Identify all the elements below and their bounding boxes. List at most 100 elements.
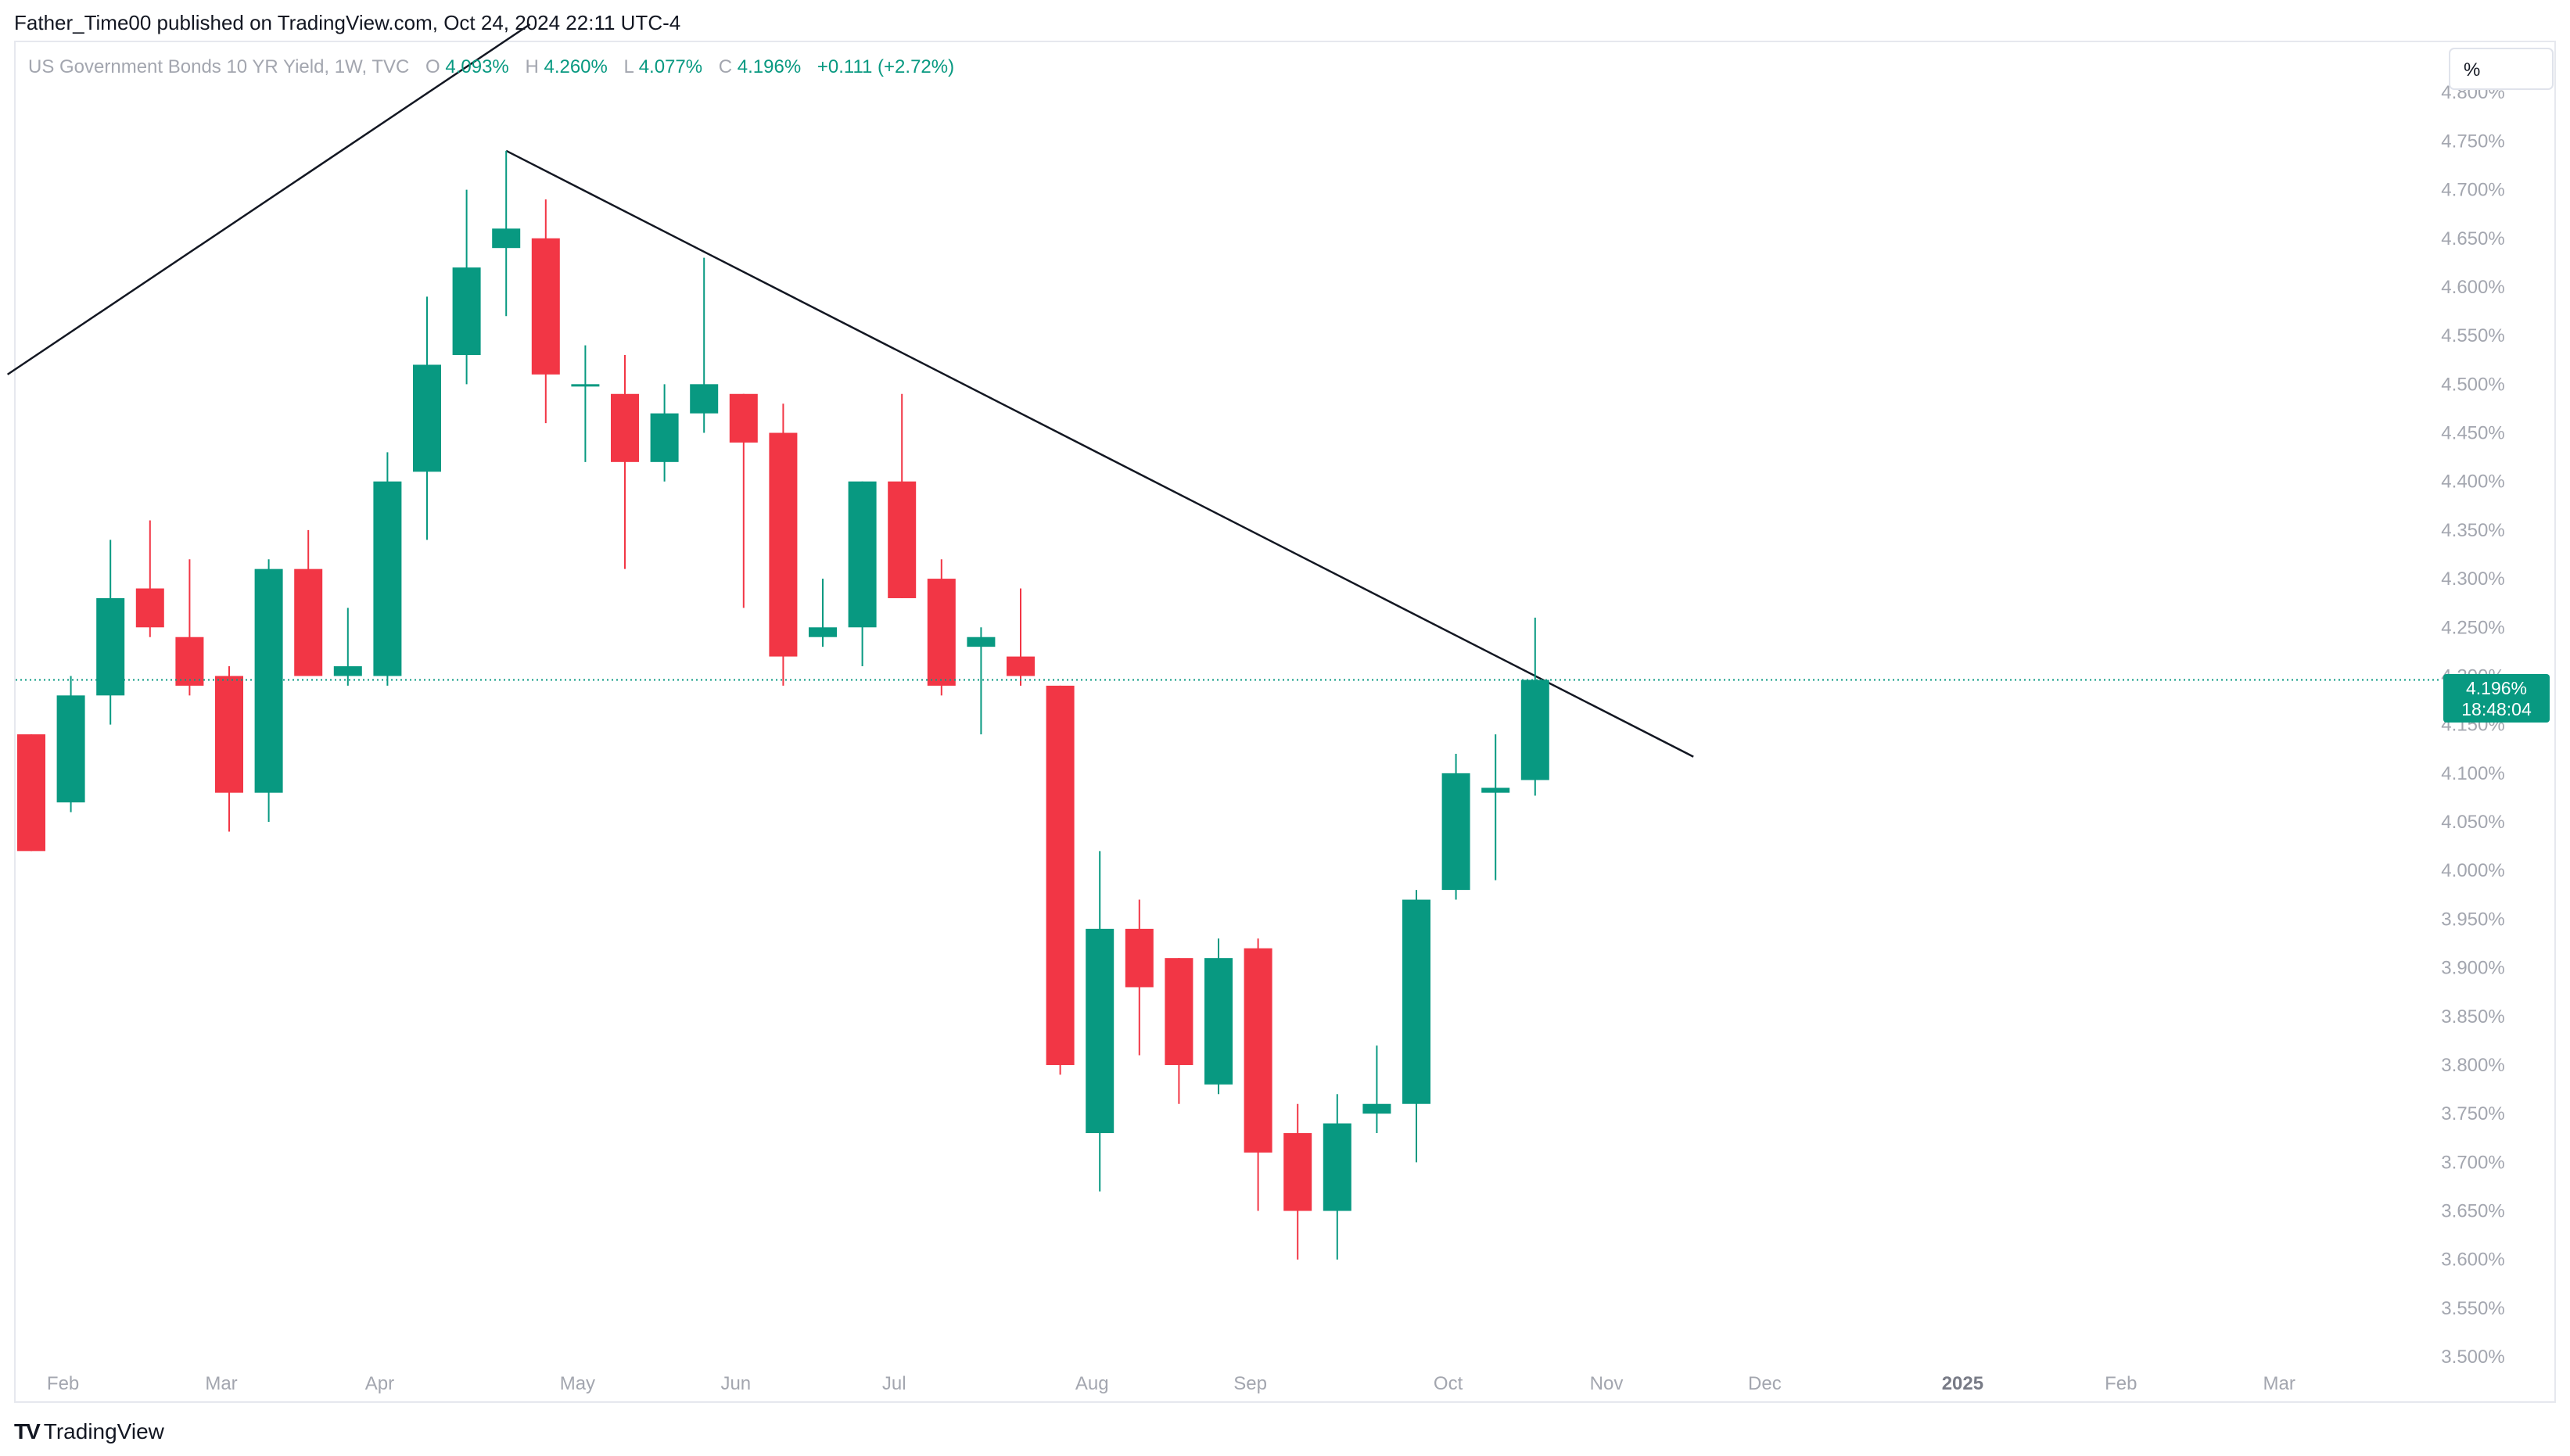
candle: [452, 189, 481, 385]
candle: [967, 627, 996, 735]
y-axis-tick-label: 4.350%: [2441, 520, 2504, 541]
candle-body: [294, 568, 323, 676]
candle-body: [254, 568, 283, 793]
chart-legend: US Government Bonds 10 YR Yield, 1W, TVC…: [28, 56, 954, 77]
y-axis-tick-label: 3.600%: [2441, 1250, 2504, 1271]
candle: [1125, 899, 1154, 1056]
candle-body: [1283, 1133, 1312, 1211]
candle-body: [1402, 899, 1430, 1104]
x-axis-tick-label: Feb: [47, 1373, 79, 1394]
y-axis-tick-label: 4.650%: [2441, 228, 2504, 249]
candle-body: [1323, 1123, 1351, 1211]
candle-body: [531, 238, 560, 375]
y-axis-tick-label: 3.650%: [2441, 1201, 2504, 1222]
x-axis-tick-label: Sep: [1233, 1373, 1267, 1394]
tradingview-footer: TV TradingView: [14, 1419, 164, 1444]
candle: [1362, 1045, 1391, 1134]
candle-body: [1441, 773, 1470, 891]
candle: [1323, 1094, 1351, 1260]
x-axis-tick-label: Mar: [2263, 1373, 2295, 1394]
legend-symbol: US Government Bonds 10 YR Yield, 1W, TVC: [28, 56, 409, 77]
y-axis-tick-label: 4.750%: [2441, 131, 2504, 152]
candle-body: [492, 228, 521, 249]
y-axis-tick-label: 4.300%: [2441, 568, 2504, 590]
candle: [809, 579, 837, 647]
legend-low-value: 4.077%: [639, 56, 702, 77]
candle-body: [1362, 1103, 1391, 1114]
candle: [413, 296, 441, 540]
publisher-line: Father_Time00 published on TradingView.c…: [14, 11, 681, 34]
candle-body: [1046, 685, 1075, 1065]
y-axis-tick-label: 4.250%: [2441, 617, 2504, 638]
candle: [571, 345, 600, 462]
x-axis-tick-label: Dec: [1748, 1373, 1782, 1394]
candle-body: [333, 666, 362, 676]
candle: [769, 403, 798, 686]
candle-body: [413, 364, 441, 472]
candle-body: [215, 676, 243, 793]
candle: [56, 676, 85, 812]
candle-body: [611, 393, 639, 462]
candle: [650, 384, 679, 482]
candle-body: [1244, 948, 1272, 1153]
trendline: [505, 149, 1694, 758]
y-axis-tick-label: 3.850%: [2441, 1006, 2504, 1027]
candle-body: [848, 481, 877, 628]
candle-body: [1086, 928, 1115, 1134]
last-price-countdown: 18:48:04: [2461, 699, 2532, 719]
y-axis-tick-label: 4.600%: [2441, 277, 2504, 298]
legend-open-label: O: [425, 56, 440, 77]
legend-close-label: C: [719, 56, 732, 77]
y-axis-tick-label: 4.400%: [2441, 472, 2504, 493]
candle-body: [1165, 958, 1193, 1065]
candle-body: [1520, 680, 1549, 780]
legend-close-value: 4.196%: [738, 56, 801, 77]
y-axis-tick-label: 3.900%: [2441, 958, 2504, 979]
x-axis-tick-label: Aug: [1075, 1373, 1109, 1394]
candle: [927, 559, 956, 696]
candle: [294, 529, 323, 676]
last-price-value: 4.196%: [2466, 678, 2527, 698]
axis-unit-button[interactable]: %: [2449, 48, 2554, 90]
y-axis-tick-label: 4.700%: [2441, 180, 2504, 201]
candle: [1046, 685, 1075, 1075]
candle-body: [1204, 958, 1233, 1085]
candle: [135, 520, 164, 637]
candle-body: [96, 597, 125, 696]
candle: [333, 608, 362, 686]
y-axis-tick-label: 3.950%: [2441, 909, 2504, 930]
chart-frame: [14, 41, 2556, 1403]
x-axis-tick-label: Nov: [1590, 1373, 1624, 1394]
candle-body: [1481, 787, 1510, 793]
y-axis-tick-label: 3.800%: [2441, 1055, 2504, 1076]
y-axis-tick-label: 4.100%: [2441, 763, 2504, 784]
legend-open-value: 4.093%: [445, 56, 508, 77]
candle-body: [56, 695, 85, 803]
candle-body: [888, 481, 917, 598]
y-axis-tick-label: 4.550%: [2441, 325, 2504, 346]
candle: [1204, 938, 1233, 1095]
candle: [175, 559, 204, 696]
x-axis-tick-label: Mar: [205, 1373, 237, 1394]
legend-low-label: L: [624, 56, 634, 77]
candle: [492, 150, 521, 317]
candle-body: [690, 384, 719, 414]
candle-body: [967, 637, 996, 647]
y-axis-tick-label: 3.550%: [2441, 1298, 2504, 1319]
candle: [96, 540, 125, 725]
y-axis-tick-label: 3.500%: [2441, 1347, 2504, 1368]
y-axis-tick-label: 4.000%: [2441, 860, 2504, 881]
candle: [373, 452, 402, 686]
y-axis-tick-label: 4.050%: [2441, 812, 2504, 833]
x-axis-tick-label: Feb: [2105, 1373, 2137, 1394]
candle: [531, 199, 560, 424]
candle-body: [135, 588, 164, 628]
x-axis-tick-label: Apr: [365, 1373, 394, 1394]
candle-body: [1007, 656, 1035, 676]
x-axis-tick-label: Jul: [882, 1373, 906, 1394]
candle: [1007, 588, 1035, 686]
candle: [215, 666, 243, 832]
candle: [1481, 734, 1510, 880]
x-axis-tick-label: May: [560, 1373, 595, 1394]
